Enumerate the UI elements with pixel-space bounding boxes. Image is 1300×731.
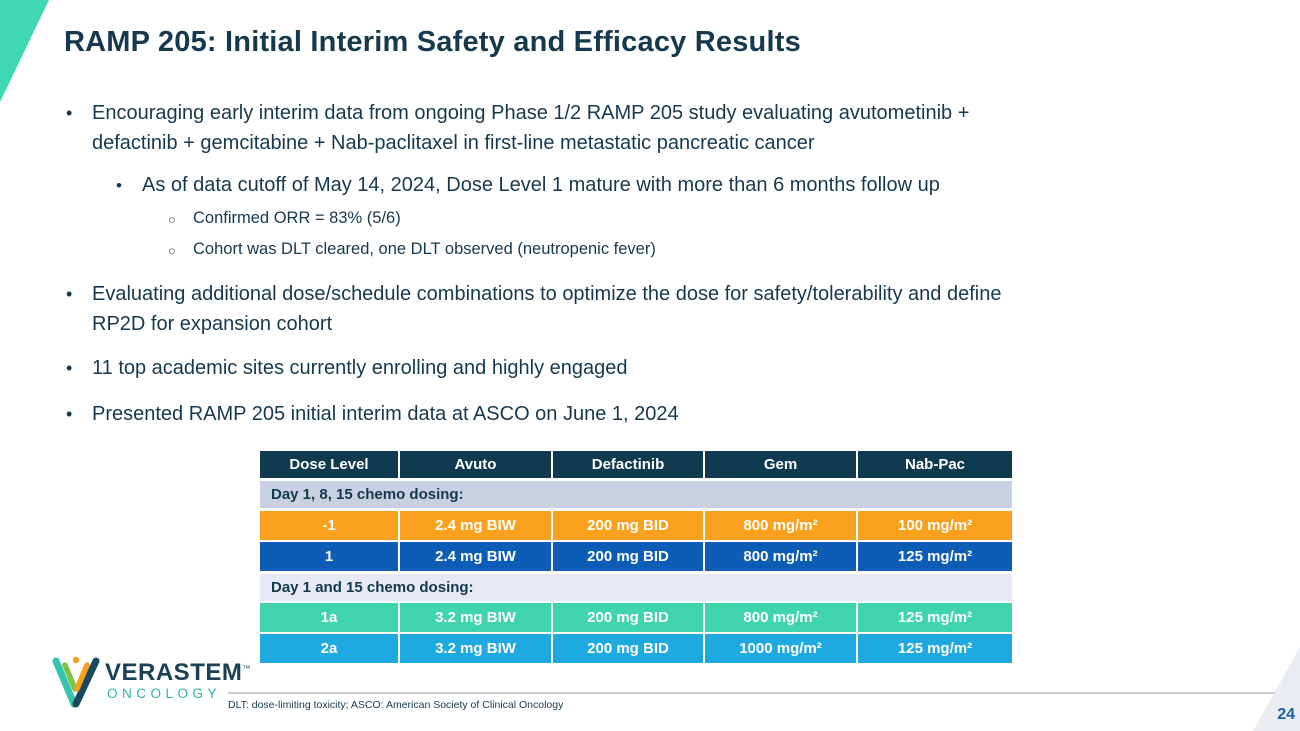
slide-title: RAMP 205: Initial Interim Safety and Eff… — [64, 26, 801, 58]
table-cell: 2a — [260, 634, 398, 663]
footnote-text: DLT: dose-limiting toxicity; ASCO: Ameri… — [228, 699, 564, 711]
circle-bullet-icon — [168, 207, 193, 232]
table-row: -1 2.4 mg BIW 200 mg BID 800 mg/m² 100 m… — [260, 511, 1012, 540]
column-header: Gem — [705, 451, 856, 478]
circle-bullet-icon — [168, 238, 193, 263]
table-row: 1a 3.2 mg BIW 200 mg BID 800 mg/m² 125 m… — [260, 603, 1012, 632]
sub-bullet-item: As of data cutoff of May 14, 2024, Dose … — [116, 170, 1245, 201]
table-header-row: Dose Level Avuto Defactinib Gem Nab-Pac — [260, 451, 1012, 478]
logo-text: VERASTEM™ ONCOLOGY — [105, 656, 251, 702]
table-row: 1 2.4 mg BIW 200 mg BID 800 mg/m² 125 mg… — [260, 542, 1012, 571]
bullet-icon — [66, 279, 92, 309]
verastem-v-icon — [52, 656, 100, 708]
circle-bullet-text: Cohort was DLT cleared, one DLT observed… — [193, 240, 656, 258]
bullet-item: Evaluating additional dose/schedule comb… — [66, 279, 1245, 339]
verastem-logo: VERASTEM™ ONCOLOGY — [52, 656, 251, 708]
column-header: Dose Level — [260, 451, 398, 478]
page-number: 24 — [1277, 706, 1295, 723]
table-cell: 200 mg BID — [553, 542, 703, 571]
bullet-item: Presented RAMP 205 initial interim data … — [66, 399, 1245, 429]
table-section-header: Day 1, 8, 15 chemo dosing: — [260, 481, 1012, 508]
table-cell: 800 mg/m² — [705, 603, 856, 632]
footer-divider — [228, 692, 1300, 694]
column-header: Nab-Pac — [858, 451, 1012, 478]
table-cell: 125 mg/m² — [858, 603, 1012, 632]
teal-corner-accent — [0, 0, 49, 102]
bullet-icon — [66, 353, 92, 383]
table-cell: 3.2 mg BIW — [400, 634, 551, 663]
bullet-text: Evaluating additional dose/schedule comb… — [92, 283, 1002, 335]
bullet-icon — [66, 399, 92, 429]
table-cell: 1 — [260, 542, 398, 571]
table-cell: 1a — [260, 603, 398, 632]
circle-bullet-item: Cohort was DLT cleared, one DLT observed… — [168, 238, 1245, 263]
column-header: Avuto — [400, 451, 551, 478]
bullet-icon — [116, 170, 142, 201]
table-cell: 200 mg BID — [553, 511, 703, 540]
table-cell: 1000 mg/m² — [705, 634, 856, 663]
table-cell: 2.4 mg BIW — [400, 511, 551, 540]
circle-bullet-item: Confirmed ORR = 83% (5/6) — [168, 207, 1245, 232]
table-cell: 200 mg BID — [553, 603, 703, 632]
bullet-text: Encouraging early interim data from ongo… — [92, 102, 970, 154]
table-cell: 2.4 mg BIW — [400, 542, 551, 571]
bullet-text: Presented RAMP 205 initial interim data … — [92, 403, 679, 425]
bullet-item: 11 top academic sites currently enrollin… — [66, 353, 1245, 383]
bullet-icon — [66, 98, 92, 128]
table-cell: 800 mg/m² — [705, 511, 856, 540]
table-row: 2a 3.2 mg BIW 200 mg BID 1000 mg/m² 125 … — [260, 634, 1012, 663]
table-cell: 200 mg BID — [553, 634, 703, 663]
logo-brand-name: VERASTEM™ — [105, 659, 251, 686]
sub-bullet-text: As of data cutoff of May 14, 2024, Dose … — [142, 174, 940, 196]
table-cell: 125 mg/m² — [858, 542, 1012, 571]
table-cell: 800 mg/m² — [705, 542, 856, 571]
bullet-text: 11 top academic sites currently enrollin… — [92, 357, 628, 379]
bullet-list: Encouraging early interim data from ongo… — [66, 98, 1245, 429]
logo-sub-brand: ONCOLOGY — [107, 686, 222, 701]
circle-bullet-text: Confirmed ORR = 83% (5/6) — [193, 209, 401, 227]
column-header: Defactinib — [553, 451, 703, 478]
trademark-symbol: ™ — [242, 664, 251, 673]
bullet-item: Encouraging early interim data from ongo… — [66, 98, 1245, 158]
dose-level-table: Dose Level Avuto Defactinib Gem Nab-Pac … — [260, 451, 1012, 665]
table-cell: -1 — [260, 511, 398, 540]
table-cell: 3.2 mg BIW — [400, 603, 551, 632]
table-section-header: Day 1 and 15 chemo dosing: — [260, 574, 1012, 601]
table-cell: 125 mg/m² — [858, 634, 1012, 663]
table-cell: 100 mg/m² — [858, 511, 1012, 540]
